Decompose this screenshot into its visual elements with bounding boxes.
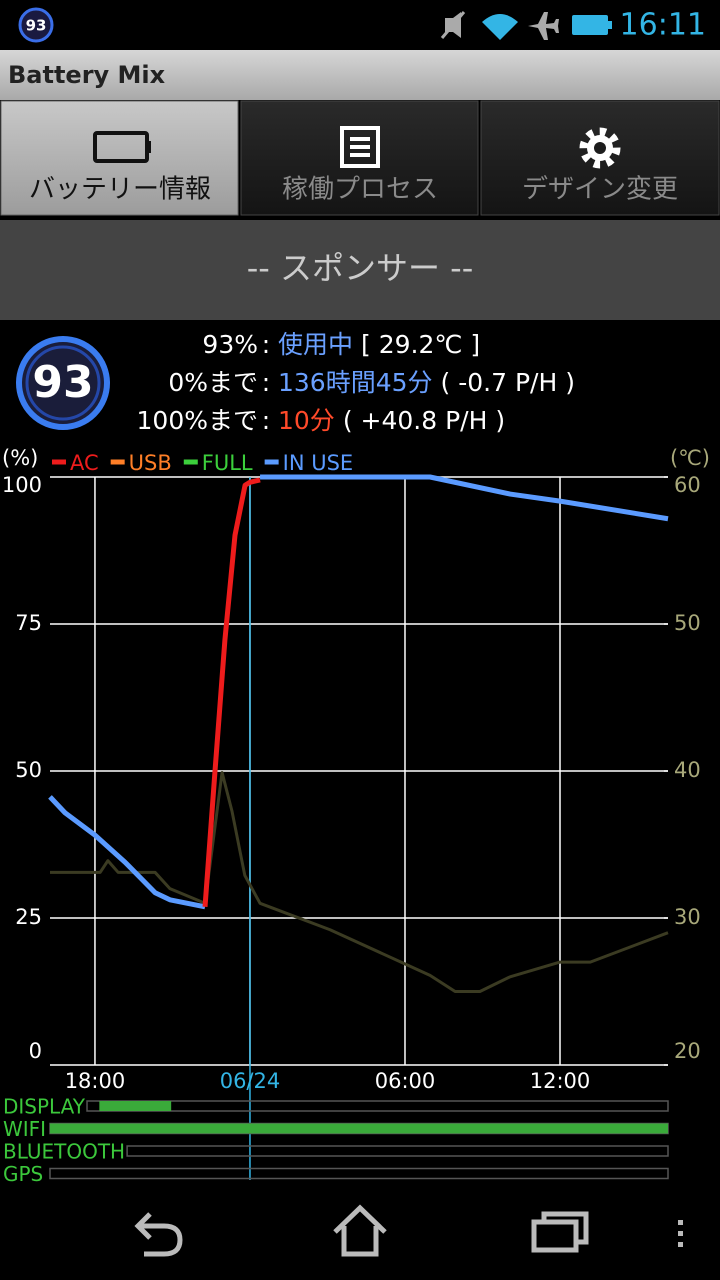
status-label: 93%: [202, 330, 258, 359]
y2-tick-label: 50: [674, 611, 701, 635]
legend-label: IN USE: [283, 451, 354, 475]
status-value: 使用中: [278, 330, 353, 359]
tab-label[interactable]: デザイン変更: [522, 175, 678, 205]
legend-label: AC: [70, 451, 99, 475]
app-title: Battery Mix: [8, 61, 166, 89]
y-tick-label: 100: [2, 473, 42, 497]
y2-tick-label: 20: [674, 1039, 701, 1063]
sponsor-text: -- スポンサー --: [247, 249, 474, 287]
level-badge: [16, 336, 110, 430]
activity-label: GPS: [3, 1162, 43, 1186]
level-badge-ring: [25, 345, 101, 421]
data-line: [50, 770, 669, 993]
activity-label: BLUETOOTH: [3, 1140, 125, 1164]
y2-axis-label: (℃): [670, 446, 710, 470]
status-extra: ( -0.7 P/H ): [441, 368, 575, 397]
activity-track: [49, 1167, 669, 1180]
data-line: [48, 474, 669, 910]
home-button[interactable]: [333, 1204, 387, 1257]
activity-track: [126, 1145, 669, 1157]
activity-track: [86, 1100, 669, 1112]
level-badge-text: 93: [32, 357, 93, 408]
activity-label: WIFI: [3, 1117, 46, 1141]
back-button[interactable]: [134, 1212, 183, 1257]
activity-segment: [99, 1101, 172, 1111]
y-tick-label: 50: [15, 758, 42, 782]
status-time: 16:11: [620, 8, 706, 43]
tab[interactable]: デザイン変更: [480, 100, 720, 216]
legend-label: USB: [129, 451, 172, 475]
status-badge: [18, 7, 54, 43]
data-line: [202, 477, 261, 908]
status-value: 10分: [278, 406, 335, 435]
y-tick-label: 0: [29, 1039, 42, 1063]
y-tick-label: 75: [15, 611, 42, 635]
status-label: 0%まで: [168, 368, 258, 397]
sponsor-area: [0, 220, 720, 320]
y-tick-label: 25: [15, 905, 42, 929]
status-sep: :: [262, 330, 270, 359]
status-sep: :: [262, 368, 270, 397]
x-tick-label: 06:00: [375, 1069, 436, 1093]
activity-label: DISPLAY: [3, 1095, 86, 1119]
x-tick-label: 18:00: [65, 1069, 126, 1093]
status-icons: [440, 11, 612, 40]
status-value: 136時間45分: [278, 368, 433, 397]
y2-tick-label: 60: [674, 473, 701, 497]
status-extra: [ 29.2℃ ]: [361, 330, 480, 359]
app-bar: [0, 50, 720, 100]
status-extra: ( +40.8 P/H ): [343, 406, 505, 435]
legend-label: FULL: [202, 451, 253, 475]
tab-label[interactable]: バッテリー情報: [29, 175, 211, 205]
activity-segment: [50, 1123, 668, 1134]
recents-button[interactable]: [531, 1211, 589, 1253]
x-tick-label: 12:00: [530, 1069, 591, 1093]
status-sep: :: [262, 406, 270, 435]
y2-tick-label: 30: [674, 905, 701, 929]
menu-button[interactable]: [678, 1220, 683, 1247]
tab-label[interactable]: 稼働プロセス: [282, 175, 438, 205]
status-badge-text: 93: [26, 17, 47, 35]
y-axis-label: (%): [2, 446, 38, 470]
status-label: 100%まで: [137, 406, 258, 435]
nav-bar: [134, 1204, 589, 1257]
tab[interactable]: バッテリー情報: [0, 100, 239, 216]
y2-tick-label: 40: [674, 758, 701, 782]
tab[interactable]: 稼働プロセス: [240, 100, 479, 216]
